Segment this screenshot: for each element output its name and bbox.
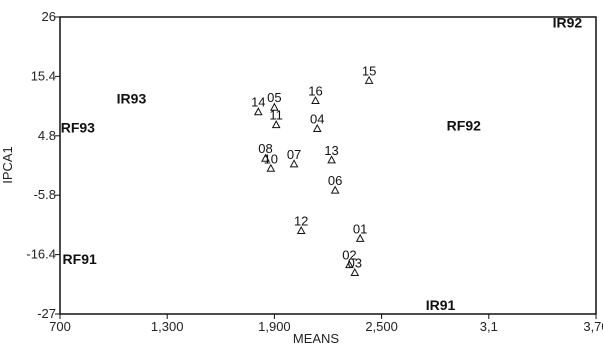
genotype-marker: [289, 159, 299, 168]
plot-frame: [59, 16, 597, 315]
genotype-marker: [296, 225, 306, 235]
genotype-marker: [330, 185, 340, 194]
genotype-label: 16: [308, 83, 322, 98]
y-tick-label: -16.4: [26, 247, 56, 262]
y-tick-label: 15.4: [31, 68, 56, 83]
genotype-marker: [327, 155, 336, 164]
genotype-label: 01: [353, 221, 367, 236]
y-tick-label: 26: [42, 9, 56, 24]
genotype-label: 04: [310, 112, 324, 127]
environment-label: RF93: [61, 119, 95, 135]
genotype-marker: [311, 95, 320, 104]
x-tick-label: 1,300: [151, 319, 184, 334]
x-tick-label: 700: [49, 319, 71, 334]
genotype-label: 06: [328, 173, 342, 188]
genotype-marker: [261, 153, 270, 162]
genotype-label: 12: [294, 214, 308, 229]
genotype-marker: [355, 233, 365, 242]
genotype-marker: [312, 123, 322, 133]
genotype-label: 10: [264, 151, 278, 166]
genotype-marker: [364, 75, 374, 84]
genotype-label: 07: [287, 147, 301, 162]
y-tick-label: -27: [37, 306, 56, 321]
y-axis-title: IPCA1: [0, 146, 15, 184]
genotype-marker: [266, 163, 276, 172]
y-tick-label: -5.8: [34, 187, 56, 202]
tick-layer: 700 1,300 1,900 2,500 3,1 3,70 26 15.4 4.8 -5.8 -1…: [26, 9, 603, 334]
environment-label: RF92: [447, 118, 481, 134]
environment-label: RF91: [63, 251, 97, 267]
environment-label: IR92: [553, 15, 583, 31]
genotype-label: 14: [251, 95, 265, 110]
y-tick-label: 4.8: [38, 128, 56, 143]
genotype-label: 05: [267, 90, 281, 105]
genotype-label: 02: [342, 248, 356, 263]
environment-label: IR91: [426, 297, 456, 313]
genotype-label: 11: [269, 108, 283, 123]
genotype-label: 08: [258, 141, 272, 156]
x-tick-label: 2,500: [365, 319, 398, 334]
genotype-marker: [350, 267, 360, 277]
genotype-label: 03: [348, 256, 362, 271]
x-tick-label: 3,1: [480, 319, 498, 334]
x-tick-label: 1,900: [258, 319, 291, 334]
x-axis-title: MEANS: [293, 331, 340, 346]
genotype-marker: [253, 107, 263, 116]
points-layer: IR92 IR93 RF93 RF92 RF91 IR91 15 16 14 05 11 04 0810…: [61, 15, 583, 313]
genotype-marker: [345, 260, 354, 269]
x-tick-label: 3,70: [583, 319, 603, 334]
environment-label: IR93: [117, 90, 147, 106]
genotype-label: 15: [362, 63, 376, 78]
genotype-marker: [270, 102, 279, 111]
genotype-label: 13: [324, 143, 338, 158]
genotype-marker: [271, 120, 281, 129]
